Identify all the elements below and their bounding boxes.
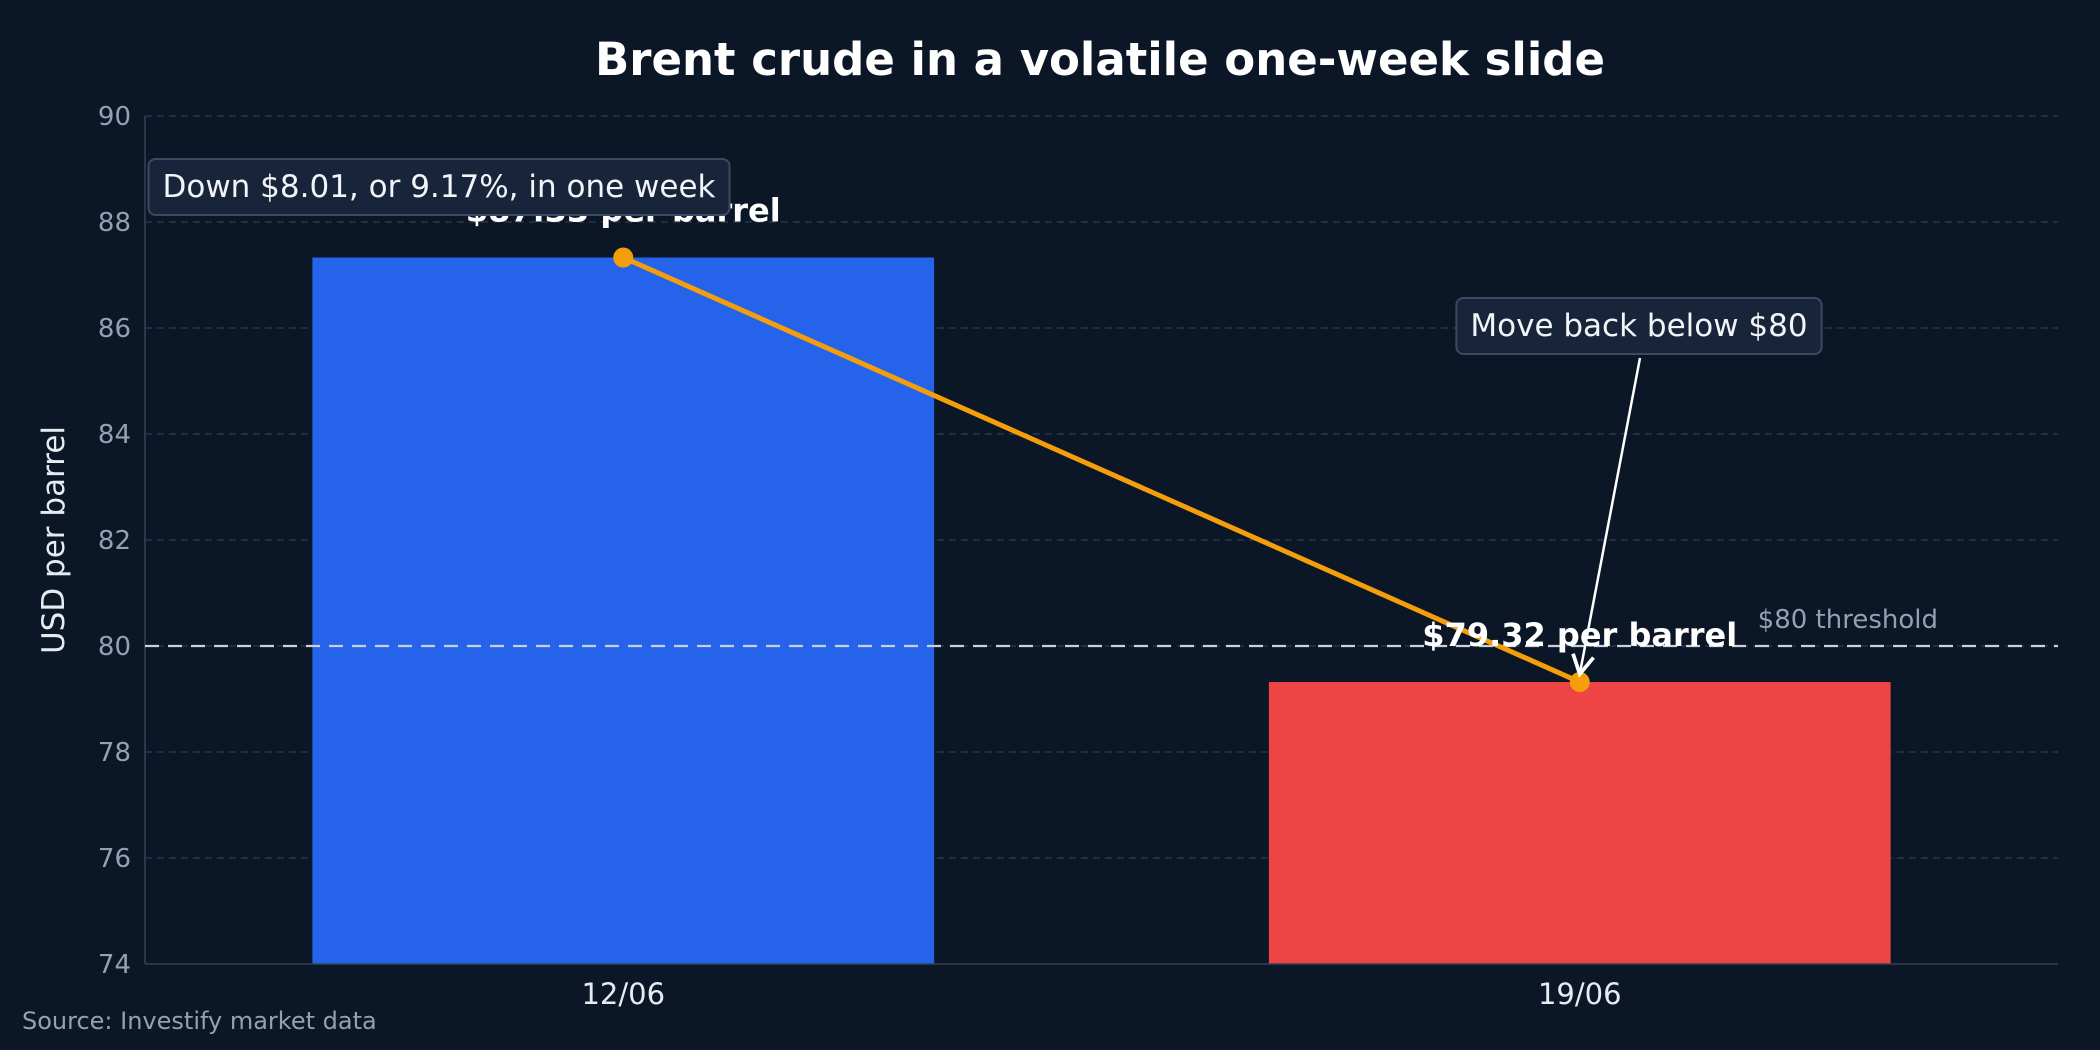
y-axis-ticks: 74 76 78 80 82 84 86 88 90 <box>98 102 131 980</box>
value-label: $79.32 per barrel <box>1422 616 1737 654</box>
y-tick-label: 86 <box>98 314 131 344</box>
trend-line-path <box>622 255 1581 685</box>
y-tick-label: 76 <box>98 844 131 874</box>
y-tick-label: 80 <box>98 632 131 662</box>
annotation-weekly-change-text: Down $8.01, or 9.17%, in one week <box>162 169 715 205</box>
annotations: Down $8.01, or 9.17%, in one week Move ba… <box>147 158 1823 678</box>
x-tick-label: 12/06 <box>581 977 665 1011</box>
source-note: Source: Investify market data <box>22 1007 377 1035</box>
x-axis-ticks: 12/06 19/06 <box>581 977 1621 1011</box>
y-tick-label: 74 <box>98 950 131 980</box>
bars <box>312 257 1891 964</box>
annotation-below-80-text: Move back below $80 <box>1470 308 1807 344</box>
trend-point <box>613 247 634 268</box>
bar <box>312 257 935 964</box>
y-tick-label: 78 <box>98 738 131 768</box>
y-tick-label: 84 <box>98 420 131 450</box>
x-tick-label: 19/06 <box>1538 977 1622 1011</box>
annotation-weekly-change: Down $8.01, or 9.17%, in one week <box>147 158 731 216</box>
y-tick-label: 90 <box>98 102 131 132</box>
y-axis-label: USD per barrel <box>36 426 72 654</box>
chart-title: Brent crude in a volatile one-week slide <box>595 33 1605 86</box>
y-tick-label: 88 <box>98 208 131 238</box>
annotation-weekly-change-box <box>147 158 731 216</box>
y-tick-label: 82 <box>98 526 131 556</box>
annotation-below-80: Move back below $80 <box>1455 297 1823 355</box>
threshold: $80 threshold <box>145 605 2058 648</box>
threshold-label: $80 threshold <box>1758 605 1938 635</box>
bar <box>1268 682 1891 964</box>
annotation-below-80-box <box>1455 297 1823 355</box>
annotation-arrow <box>1571 357 1642 678</box>
trend-point <box>1569 672 1590 693</box>
